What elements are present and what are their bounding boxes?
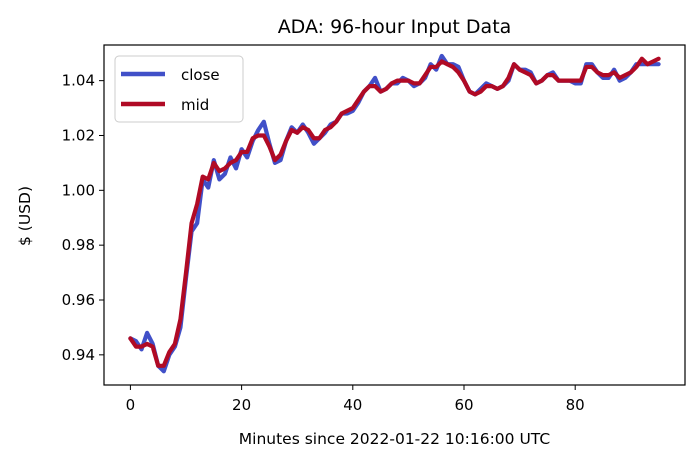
chart-title: ADA: 96-hour Input Data (278, 16, 512, 38)
series-line-mid (128, 56, 661, 368)
y-tick-label: 1.04 (62, 72, 95, 90)
y-tick-label: 1.02 (62, 126, 95, 144)
x-tick-label: 80 (566, 396, 585, 414)
y-axis-ticks: 0.94 0.96 0.98 1.00 1.02 1.04 (62, 72, 104, 364)
x-tick-label: 0 (126, 396, 136, 414)
y-tick-label: 0.98 (62, 236, 95, 254)
x-axis-ticks: 0 20 40 60 80 (126, 385, 585, 414)
legend-label-mid: mid (181, 96, 209, 114)
legend: close mid (114, 55, 244, 123)
legend-box (114, 55, 244, 123)
y-tick-label: 0.96 (62, 291, 95, 309)
y-axis-label: $ (USD) (16, 186, 34, 246)
legend-label-close: close (181, 66, 220, 84)
x-tick-label: 40 (343, 396, 362, 414)
x-tick-label: 20 (232, 396, 251, 414)
x-axis-label: Minutes since 2022-01-22 10:16:00 UTC (239, 430, 550, 448)
x-tick-label: 60 (454, 396, 473, 414)
y-tick-label: 0.94 (62, 346, 95, 364)
plot-lines (128, 53, 661, 374)
plot-area-frame (103, 44, 686, 386)
y-tick-label: 1.00 (62, 181, 95, 199)
